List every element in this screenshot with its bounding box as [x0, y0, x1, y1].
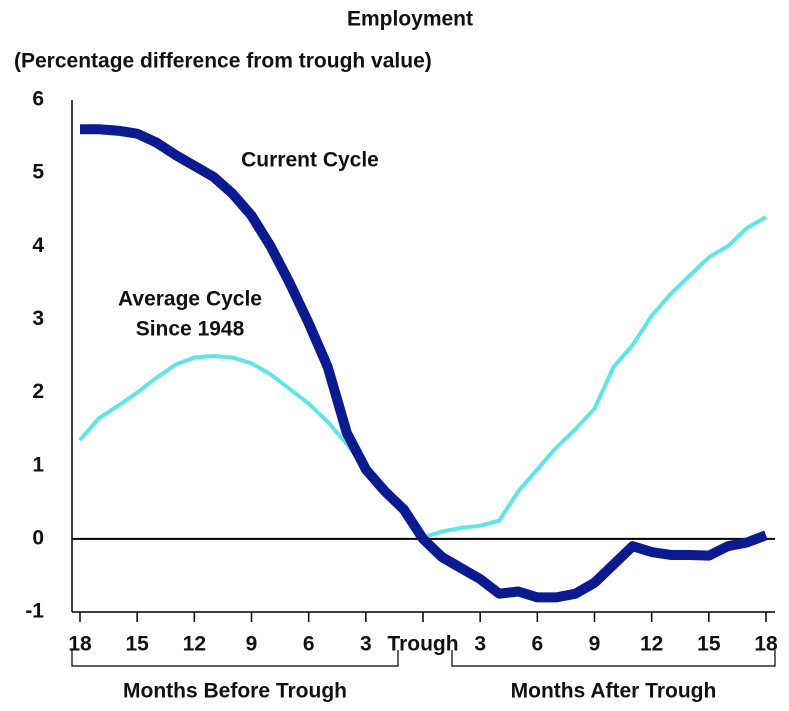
y-tick-label: 6: [32, 88, 44, 111]
y-tick-label: 5: [32, 161, 44, 184]
chart-subtitle: (Percentage difference from trough value…: [14, 50, 432, 73]
series-label: Current Cycle: [241, 149, 379, 172]
x-tick-label: 12: [640, 633, 663, 656]
x-tick-label: 15: [125, 633, 149, 656]
group-label: Months After Trough: [511, 680, 717, 703]
x-tick-label: 15: [697, 633, 721, 656]
y-tick-label: 4: [32, 234, 44, 257]
series-label: Since 1948: [136, 318, 245, 341]
series-line: [80, 124, 768, 603]
x-tick-label: 6: [531, 633, 543, 656]
y-tick-label: 2: [32, 380, 44, 403]
group-bracket: [451, 650, 776, 667]
x-tick-label: 9: [589, 633, 601, 656]
x-tick-label: 6: [303, 633, 315, 656]
x-tick-label: 9: [246, 633, 258, 656]
chart-title: Employment: [347, 8, 473, 31]
x-tick-label: 18: [754, 633, 778, 656]
x-tick-label: 3: [360, 633, 372, 656]
group-label: Months Before Trough: [123, 680, 347, 703]
y-tick-label: 1: [32, 453, 44, 476]
series-label: Average Cycle: [118, 288, 262, 311]
series-line: [78, 215, 767, 540]
x-tick-label: 3: [474, 633, 486, 656]
x-tick-label: Trough: [387, 633, 458, 656]
group-bracket: [71, 650, 399, 667]
y-tick-label: 3: [32, 307, 44, 330]
x-tick-label: 18: [68, 633, 92, 656]
y-tick-label: -1: [25, 600, 44, 623]
y-tick-label: 0: [32, 526, 44, 549]
x-tick-label: 12: [183, 633, 206, 656]
